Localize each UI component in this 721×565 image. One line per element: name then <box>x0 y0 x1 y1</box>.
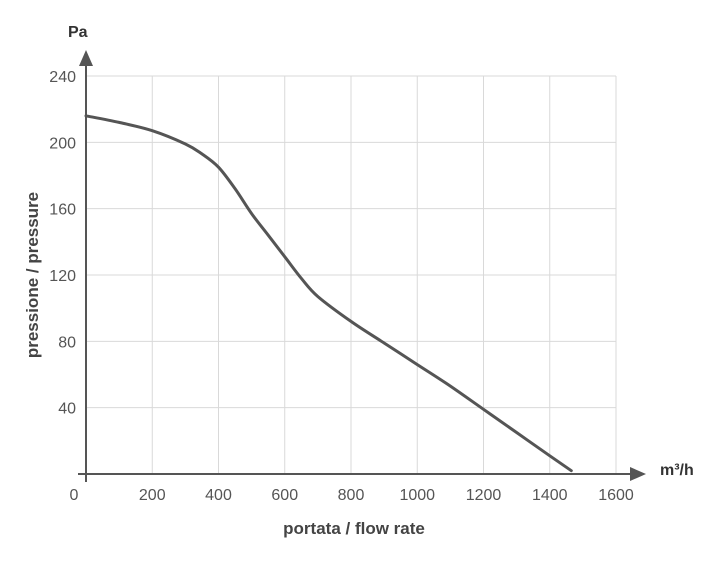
y-axis-arrow-icon <box>79 50 93 66</box>
x-tick-label: 1200 <box>466 487 502 504</box>
x-tick-label: 0 <box>70 487 79 504</box>
pressure-curve <box>84 114 573 473</box>
x-tick-label: 800 <box>338 487 365 504</box>
x-tick-label: 200 <box>139 487 166 504</box>
y-tick-label: 200 <box>49 135 76 152</box>
x-unit-label: m³/h <box>660 462 694 479</box>
y-tick-label: 240 <box>49 69 76 86</box>
y-axis-title: pressione / pressure <box>23 192 42 358</box>
x-tick-label: 600 <box>271 487 298 504</box>
y-tick-labels: 40 80 120 160 200 240 <box>49 69 76 418</box>
y-tick-label: 120 <box>49 268 76 285</box>
x-tick-label: 400 <box>205 487 232 504</box>
x-tick-label: 1000 <box>399 487 435 504</box>
x-axis-title: portata / flow rate <box>283 519 425 538</box>
x-tick-label: 1600 <box>598 487 634 504</box>
x-tick-label: 1400 <box>532 487 568 504</box>
y-tick-label: 80 <box>58 334 76 351</box>
y-unit-label: Pa <box>68 24 88 41</box>
y-tick-label: 160 <box>49 202 76 219</box>
y-tick-label: 40 <box>58 401 76 418</box>
vertical-gridlines <box>151 76 617 474</box>
x-axis-arrow-icon <box>630 467 646 481</box>
x-tick-labels: 0 200 400 600 800 1000 1200 1400 1600 <box>70 487 634 504</box>
